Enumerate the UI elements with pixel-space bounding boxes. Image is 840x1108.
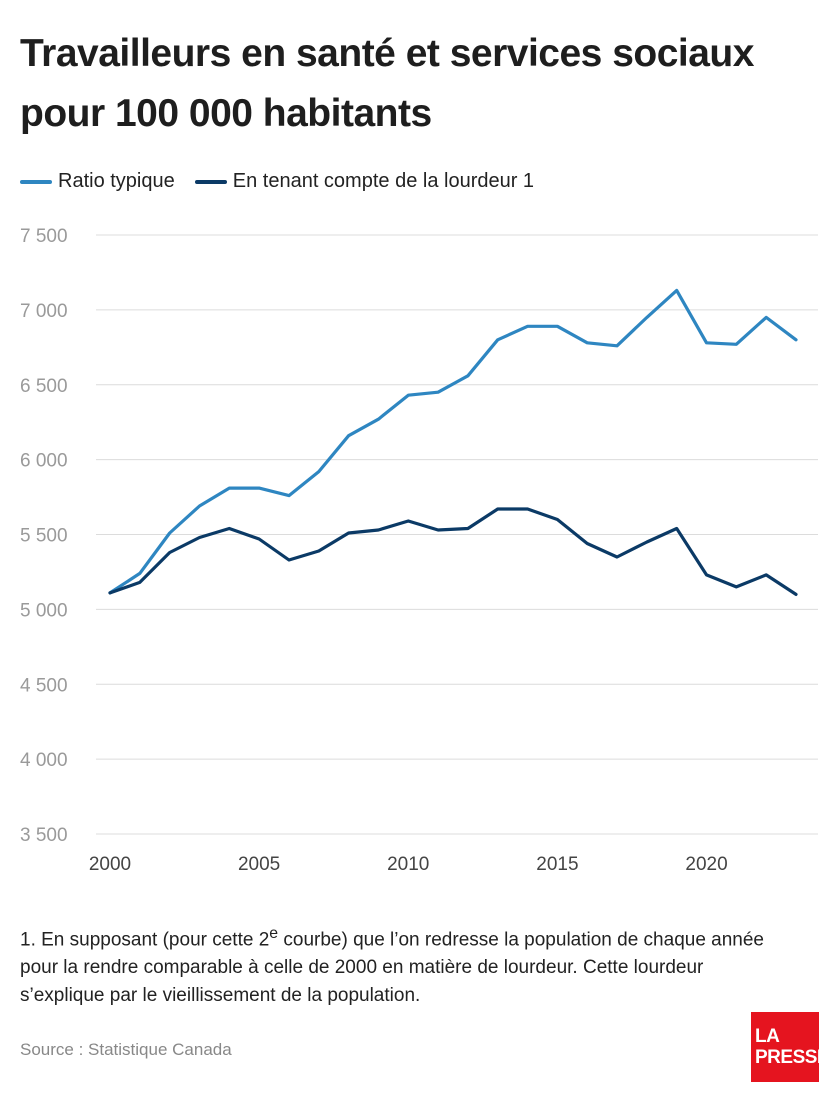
x-tick-label: 2000: [89, 854, 131, 875]
y-tick-label: 3 500: [20, 825, 68, 846]
legend-item-ratio-typique: Ratio typique: [20, 170, 175, 193]
y-tick-label: 5 500: [20, 526, 68, 547]
chart-title: Travailleurs en santé et services sociau…: [20, 24, 820, 144]
source-note: Source : Statistique Canada: [20, 1040, 232, 1059]
y-tick-label: 7 000: [20, 301, 68, 322]
footnote: 1. En supposant (pour cette 2e courbe) q…: [20, 920, 780, 1010]
y-tick-label: 7 500: [20, 226, 68, 247]
footnote-superscript: e: [269, 925, 279, 942]
x-tick-label: 2010: [387, 854, 429, 875]
la-presse-logo: LA PRESSE: [751, 1012, 830, 1082]
series-line-ratio-typique: [108, 288, 798, 595]
legend-swatch-ratio-typique: [20, 179, 52, 184]
y-tick-label: 4 000: [20, 750, 68, 771]
footnote-text-end: courbe) que l’on redresse la population …: [20, 929, 765, 1007]
series-line-lourdeur: [108, 507, 798, 596]
x-tick-label: 2015: [536, 854, 578, 875]
logo-line-2: PRESSE: [755, 1047, 830, 1068]
y-tick-label: 6 500: [20, 376, 68, 397]
y-tick-label: 4 500: [20, 675, 68, 696]
x-tick-label: 2005: [238, 854, 280, 875]
x-tick-label: 2020: [685, 854, 727, 875]
y-tick-label: 5 000: [20, 600, 68, 621]
logo-line-1: LA: [755, 1026, 780, 1047]
legend-label-lourdeur: En tenant compte de la lourdeur 1: [232, 170, 535, 192]
chart-title-line-1: Travailleurs en santé et services sociau…: [20, 32, 754, 75]
legend: Ratio typique En tenant compte de la lou…: [20, 170, 554, 193]
legend-label-ratio-typique: Ratio typique: [58, 170, 175, 192]
footnote-text-start: 1. En supposant (pour cette 2: [20, 929, 270, 951]
chart-title-line-2: pour 100 000 habitants: [20, 92, 432, 135]
y-tick-label: 6 000: [20, 451, 68, 472]
line-chart: 3 500 4 000 4 500 5 000 5 500 6 000 6 500 7 000…: [20, 226, 818, 875]
legend-swatch-lourdeur: [194, 179, 227, 184]
legend-item-lourdeur: En tenant compte de la lourdeur 1: [194, 170, 535, 193]
